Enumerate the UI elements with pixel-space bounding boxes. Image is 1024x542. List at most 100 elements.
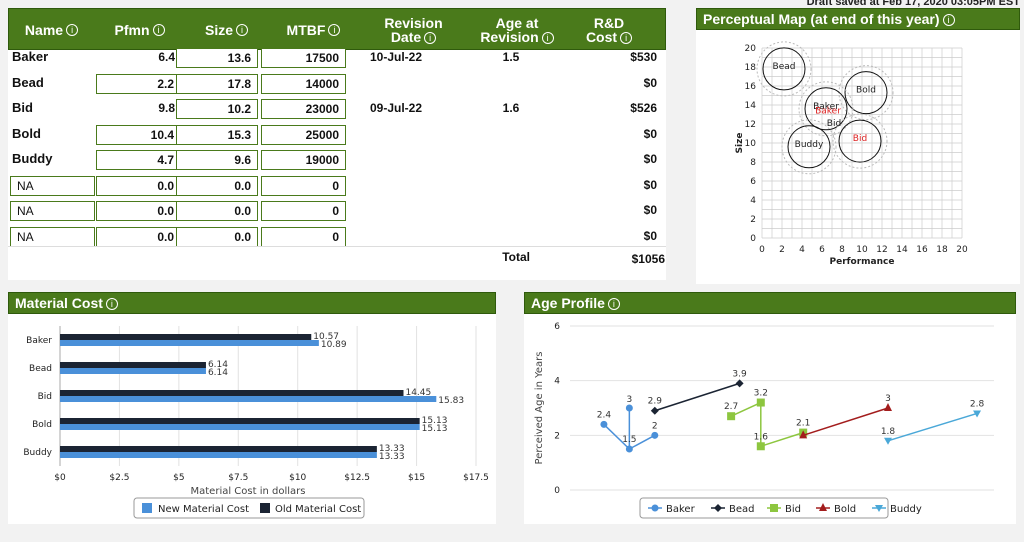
col-pfmn: Pfmn i [97, 9, 182, 51]
cell-mtbf[interactable]: 19000 [261, 150, 346, 170]
cell-pfmn[interactable]: 2.2 [96, 73, 181, 94]
x-tick: $2.5 [109, 473, 129, 483]
cell-size[interactable]: 15.3 [176, 124, 258, 145]
data-point [625, 404, 633, 412]
x-tick: $12.5 [344, 473, 370, 483]
info-icon: i [607, 298, 620, 311]
data-point [651, 431, 659, 439]
old-cost-bar [60, 334, 312, 340]
y-tick: 0 [750, 234, 756, 244]
x-tick: 10 [856, 245, 868, 255]
data-point [819, 503, 827, 511]
x-tick: $0 [54, 473, 66, 483]
product-label: Baker [813, 102, 839, 112]
data-point [625, 445, 633, 453]
info-icon: i [152, 24, 165, 36]
point-label: 2.8 [970, 399, 985, 409]
data-point [651, 504, 659, 512]
cell-pfmn[interactable]: 4.7 [96, 150, 181, 170]
data-point [884, 437, 892, 445]
cell-mtbf[interactable]: 25000 [261, 124, 346, 145]
x-tick: 8 [839, 245, 845, 255]
info-icon: i [66, 24, 79, 36]
cell-mtbf[interactable]: 0 [261, 226, 346, 247]
cell-mtbf[interactable]: 23000 [261, 99, 346, 119]
fine-cut-circle [762, 47, 806, 91]
old-cost-bar [60, 446, 377, 452]
old-cost-label: 15.13 [422, 416, 448, 426]
new-cost-bar [60, 368, 206, 374]
y-tick: 4 [750, 196, 756, 206]
x-tick: 4 [799, 245, 805, 255]
legend [639, 497, 889, 519]
info-icon: i [236, 24, 248, 36]
col-rd-cost: R&D Cost i [569, 9, 649, 51]
table-divider [8, 246, 666, 247]
cell-mtbf[interactable]: 14000 [261, 73, 346, 94]
category-label: Bold [32, 420, 52, 430]
data-point [884, 403, 892, 411]
old-cost-label: 10.57 [313, 332, 339, 342]
cell-pfmn[interactable]: 0.0 [96, 175, 181, 196]
y-tick: 2 [554, 431, 560, 441]
legend [133, 497, 365, 519]
cell-pfmn[interactable]: 0.0 [96, 226, 181, 247]
cell-rd: $0 [643, 228, 657, 243]
legend-swatch [142, 503, 152, 513]
new-cost-bar [60, 452, 377, 458]
data-point [650, 406, 659, 415]
point-label: 2.9 [648, 397, 663, 407]
col-name: Name i [9, 9, 94, 51]
x-tick: 2 [779, 245, 785, 255]
cell-size[interactable]: 0.0 [176, 201, 258, 221]
cell-rev: 09-Jul-22 [370, 101, 423, 115]
data-point [756, 398, 765, 407]
cell-pfmn[interactable]: 10.4 [96, 124, 181, 145]
legend-label: Buddy [890, 504, 922, 515]
row-name: NA [10, 226, 95, 247]
info-icon: i [541, 32, 554, 45]
cell-rd: $0 [643, 126, 657, 141]
material-cost-chart: $0 $2.5 $5 $7.5 $10 $12.5 $15 $17.5 Baker 10.5710… [23, 326, 489, 519]
total-label: Total [502, 250, 530, 264]
fine-cut-circle [804, 87, 848, 131]
cell-size[interactable]: 10.2 [176, 99, 258, 119]
cell-size[interactable]: 0.0 [176, 226, 258, 247]
cell-size[interactable]: 13.6 [176, 48, 258, 68]
point-label: 2.7 [724, 402, 738, 412]
point-label: 3 [626, 395, 632, 405]
new-cost-label: 6.14 [208, 368, 228, 378]
y-tick: 8 [750, 158, 756, 168]
row-name: Bead [12, 74, 44, 90]
cell-pfmn[interactable]: 0.0 [96, 201, 181, 221]
table-header: Name i Pfmn i Size i MTBF i Revision Date i Ag… [8, 8, 666, 50]
series-line [760, 431, 804, 447]
cell-size[interactable]: 17.8 [176, 73, 258, 94]
series-line [629, 434, 656, 450]
x-axis-label: Performance [830, 257, 895, 267]
new-cost-label: 15.13 [422, 424, 448, 434]
perceptual-map: 0 2 4 6 8 10 12 14 16 18 20 0 2 4 6 8 10 12 14 16 18 20 Perfor… [735, 41, 968, 267]
y-tick: 6 [554, 322, 560, 332]
col-mtbf: MTBF i [271, 9, 356, 51]
cell-mtbf[interactable]: 17500 [261, 48, 346, 68]
old-cost-label: 6.14 [208, 360, 228, 370]
point-label: 3 [885, 394, 891, 404]
old-cost-bar [60, 390, 404, 396]
perceptual-map-header: Perceptual Map (at end of this year) i [696, 8, 1020, 30]
cell-size[interactable]: 0.0 [176, 175, 258, 196]
row-name: Bid [12, 100, 33, 115]
data-point [973, 410, 982, 418]
point-label: 1.6 [754, 432, 769, 442]
x-tick: $17.5 [463, 473, 489, 483]
series-line [802, 407, 889, 437]
cell-mtbf[interactable]: 0 [261, 201, 346, 221]
cell-size[interactable]: 9.6 [176, 150, 258, 170]
legend-label: Bead [729, 504, 755, 515]
y-tick: 20 [745, 44, 757, 54]
new-cost-label: 10.89 [321, 340, 347, 350]
cell-mtbf[interactable]: 0 [261, 175, 346, 196]
product-label: Baker [815, 107, 841, 117]
ideal-spot-circle [756, 41, 812, 97]
fine-cut-circle [844, 71, 888, 115]
